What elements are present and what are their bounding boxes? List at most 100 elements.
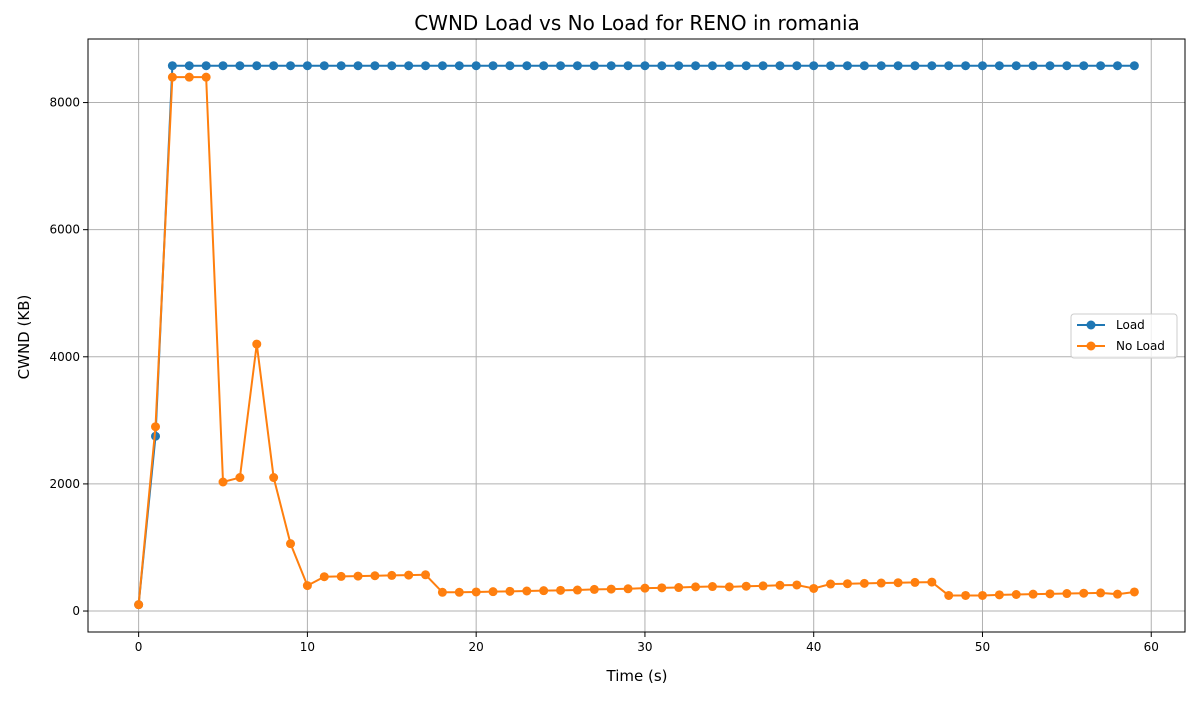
data-point-no-load <box>792 580 802 590</box>
data-point-no-load <box>977 590 987 600</box>
data-point-no-load <box>1045 589 1055 599</box>
data-point-no-load <box>842 579 852 589</box>
data-point-load <box>319 61 329 71</box>
data-point-load <box>775 61 785 71</box>
data-point-load <box>927 61 937 71</box>
data-point-load <box>741 61 751 71</box>
legend-label-no-load: No Load <box>1116 339 1165 353</box>
data-point-no-load <box>336 571 346 581</box>
y-tick-label: 4000 <box>49 350 80 364</box>
data-point-no-load <box>674 583 684 593</box>
data-point-load <box>252 61 262 71</box>
y-tick-label: 8000 <box>49 96 80 110</box>
data-point-load <box>336 61 346 71</box>
data-point-load <box>1096 61 1106 71</box>
x-tick-label: 50 <box>975 640 990 654</box>
x-tick-label: 30 <box>637 640 652 654</box>
x-tick-label: 0 <box>135 640 143 654</box>
x-tick-label: 60 <box>1144 640 1159 654</box>
data-point-load <box>589 61 599 71</box>
y-tick-label: 2000 <box>49 477 80 491</box>
data-point-no-load <box>893 578 903 588</box>
data-point-load <box>1112 61 1122 71</box>
data-point-no-load <box>572 585 582 595</box>
data-point-no-load <box>370 571 380 581</box>
data-point-load <box>522 61 532 71</box>
data-point-no-load <box>252 339 262 349</box>
data-point-load <box>640 61 650 71</box>
legend: Load No Load <box>1070 313 1178 359</box>
data-point-load <box>674 61 684 71</box>
data-point-load <box>235 61 245 71</box>
data-point-no-load <box>421 570 431 580</box>
data-point-load <box>994 61 1004 71</box>
chart-title: CWND Load vs No Load for RENO in romania <box>414 11 860 35</box>
data-point-load <box>961 61 971 71</box>
data-point-no-load <box>151 422 161 432</box>
data-point-no-load <box>606 584 616 594</box>
data-point-load <box>539 61 549 71</box>
y-tick-label: 6000 <box>49 223 80 237</box>
data-point-load <box>606 61 616 71</box>
data-point-no-load <box>691 582 701 592</box>
data-point-no-load <box>1079 588 1089 598</box>
data-point-load <box>387 61 397 71</box>
data-point-load <box>572 61 582 71</box>
data-point-no-load <box>437 587 447 597</box>
data-point-load <box>437 61 447 71</box>
data-point-no-load <box>319 572 329 582</box>
data-point-load <box>724 61 734 71</box>
legend-marker-load <box>1086 320 1096 330</box>
data-point-no-load <box>758 581 768 591</box>
data-point-no-load <box>522 586 532 596</box>
data-point-load <box>184 61 194 71</box>
data-point-no-load <box>1028 589 1038 599</box>
data-point-no-load <box>944 590 954 600</box>
data-point-load <box>286 61 296 71</box>
data-point-load <box>505 61 515 71</box>
data-point-no-load <box>1096 588 1106 598</box>
data-point-no-load <box>184 72 194 82</box>
x-axis-label: Time (s) <box>606 667 668 685</box>
data-point-no-load <box>539 586 549 596</box>
data-point-no-load <box>556 585 566 595</box>
data-point-load <box>691 61 701 71</box>
legend-label-load: Load <box>1116 318 1145 332</box>
data-point-no-load <box>876 578 886 588</box>
data-point-load <box>809 61 819 71</box>
data-point-no-load <box>404 570 414 580</box>
data-point-load <box>876 61 886 71</box>
data-point-load <box>454 61 464 71</box>
data-point-load <box>1062 61 1072 71</box>
x-tick-label: 20 <box>469 640 484 654</box>
data-point-no-load <box>741 581 751 591</box>
data-point-no-load <box>640 583 650 593</box>
data-point-load <box>1011 61 1021 71</box>
x-tick-label: 10 <box>300 640 315 654</box>
data-point-no-load <box>505 586 515 596</box>
data-point-load <box>859 61 869 71</box>
data-point-no-load <box>657 583 667 593</box>
data-point-load <box>421 61 431 71</box>
data-point-no-load <box>1129 587 1139 597</box>
data-point-load <box>910 61 920 71</box>
data-point-no-load <box>134 600 144 610</box>
data-point-load <box>404 61 414 71</box>
y-tick-label: 0 <box>72 604 80 618</box>
data-point-load <box>623 61 633 71</box>
series-lines <box>134 61 1139 610</box>
data-point-load <box>792 61 802 71</box>
data-point-load <box>707 61 717 71</box>
data-point-load <box>1028 61 1038 71</box>
data-point-load <box>758 61 768 71</box>
data-point-no-load <box>809 583 819 593</box>
data-point-load <box>370 61 380 71</box>
data-point-no-load <box>1112 589 1122 599</box>
data-point-no-load <box>961 590 971 600</box>
data-point-no-load <box>488 587 498 597</box>
y-axis-label: CWND (KB) <box>15 295 33 380</box>
data-point-no-load <box>623 584 633 594</box>
data-point-no-load <box>286 539 296 549</box>
